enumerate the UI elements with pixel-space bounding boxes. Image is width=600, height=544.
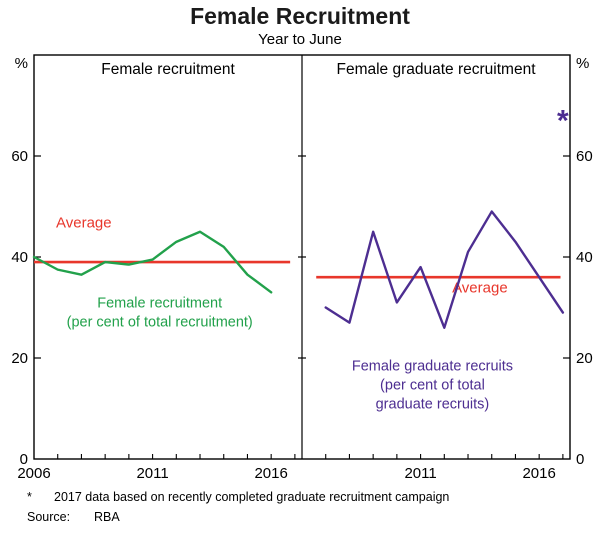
y-tick-label-right: 0 xyxy=(576,451,584,468)
series-line-green xyxy=(32,230,273,294)
star-marker: * xyxy=(557,105,569,138)
average-label: Average xyxy=(452,280,508,297)
chart-canvas: 0 0 20 20 40 40 60 60% % 2006 2011 2016 Female recru… xyxy=(11,54,593,482)
series-annotation: Female recruitment (per cent of total rec… xyxy=(67,296,253,331)
source-text: RBA xyxy=(94,510,120,525)
x-tick-label: 2011 xyxy=(404,465,436,482)
y-tick-label-right: 60 xyxy=(576,148,593,165)
footnote-marker: * xyxy=(27,490,32,505)
y-tick-label-left: 40 xyxy=(11,249,28,266)
y-tick-label-left: 20 xyxy=(11,350,28,367)
chart-page: Female Recruitment Year to June 0 0 20 20 40… xyxy=(0,3,600,527)
panel-title: Female graduate recruitment xyxy=(336,61,536,78)
x-tick-label: 2011 xyxy=(136,465,168,482)
x-tick-label: 2016 xyxy=(254,465,287,482)
footnote-asterisk: * 2017 data based on recently completed … xyxy=(27,487,600,507)
chart-title: Female Recruitment xyxy=(190,3,410,29)
x-tick-label: 2006 xyxy=(17,465,50,482)
y-tick-label-left: 60 xyxy=(11,148,28,165)
chart-subtitle: Year to June xyxy=(258,30,342,48)
footnote-source: Source: RBA xyxy=(27,507,600,527)
y-axis-unit-left: % xyxy=(15,55,28,72)
series-line-purple xyxy=(324,210,565,330)
y-axis-unit-right: % xyxy=(576,55,589,72)
source-label: Source: xyxy=(27,510,71,525)
series-annotation: Female graduate recruits (per cent of tot… xyxy=(352,359,513,413)
footnotes: * 2017 data based on recently completed … xyxy=(0,487,600,527)
y-tick-label-left: 0 xyxy=(20,451,28,468)
y-tick-label-right: 20 xyxy=(576,350,593,367)
y-tick-label-right: 40 xyxy=(576,249,593,266)
panel-title: Female recruitment xyxy=(101,61,235,78)
average-label: Average xyxy=(56,215,112,232)
x-tick-label: 2016 xyxy=(522,465,555,482)
footnote-text: 2017 data based on recently completed gr… xyxy=(54,490,450,505)
